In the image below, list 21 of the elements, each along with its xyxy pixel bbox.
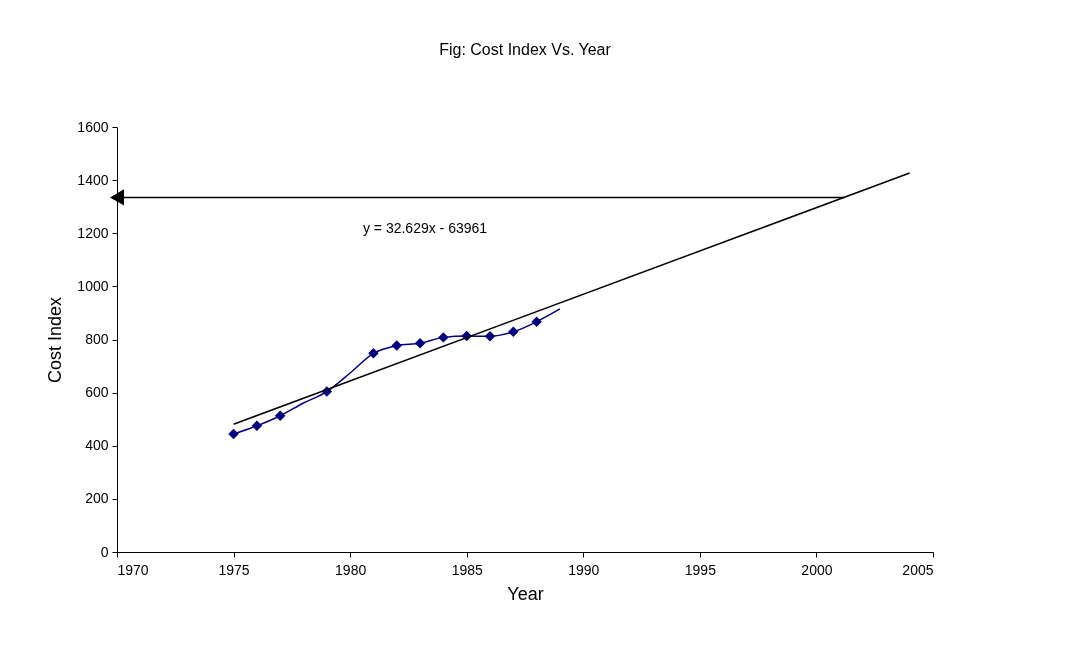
y-tick-label: 600 bbox=[85, 384, 109, 401]
x-tick-label: 1980 bbox=[335, 561, 367, 578]
x-tick-label: 1990 bbox=[568, 561, 600, 578]
y-axis-title: Cost Index bbox=[45, 296, 66, 384]
annotation: y = 32.629x - 63961 bbox=[362, 220, 488, 236]
x-tick-label: 1970 bbox=[117, 561, 149, 578]
y-tick-label: 800 bbox=[85, 331, 109, 347]
y-tick-label: 0 bbox=[100, 543, 109, 560]
y-tick-label: 1200 bbox=[77, 224, 109, 241]
chart-title: Fig: Cost Index Vs. Year bbox=[439, 41, 612, 58]
x-tick-label: 1995 bbox=[684, 561, 717, 578]
y-tick-label: 1600 bbox=[77, 118, 109, 135]
y-tick-label: 1400 bbox=[77, 171, 109, 188]
x-tick-label: 2000 bbox=[801, 561, 833, 578]
x-axis-title: Year bbox=[507, 583, 544, 604]
x-tick-label: 2005 bbox=[902, 561, 934, 578]
x-tick-label: 1975 bbox=[218, 561, 250, 578]
y-tick-label: 1000 bbox=[77, 277, 109, 294]
y-tick-label: 200 bbox=[85, 490, 109, 507]
y-tick-label: 400 bbox=[85, 437, 109, 454]
x-tick-label: 1985 bbox=[451, 561, 483, 578]
